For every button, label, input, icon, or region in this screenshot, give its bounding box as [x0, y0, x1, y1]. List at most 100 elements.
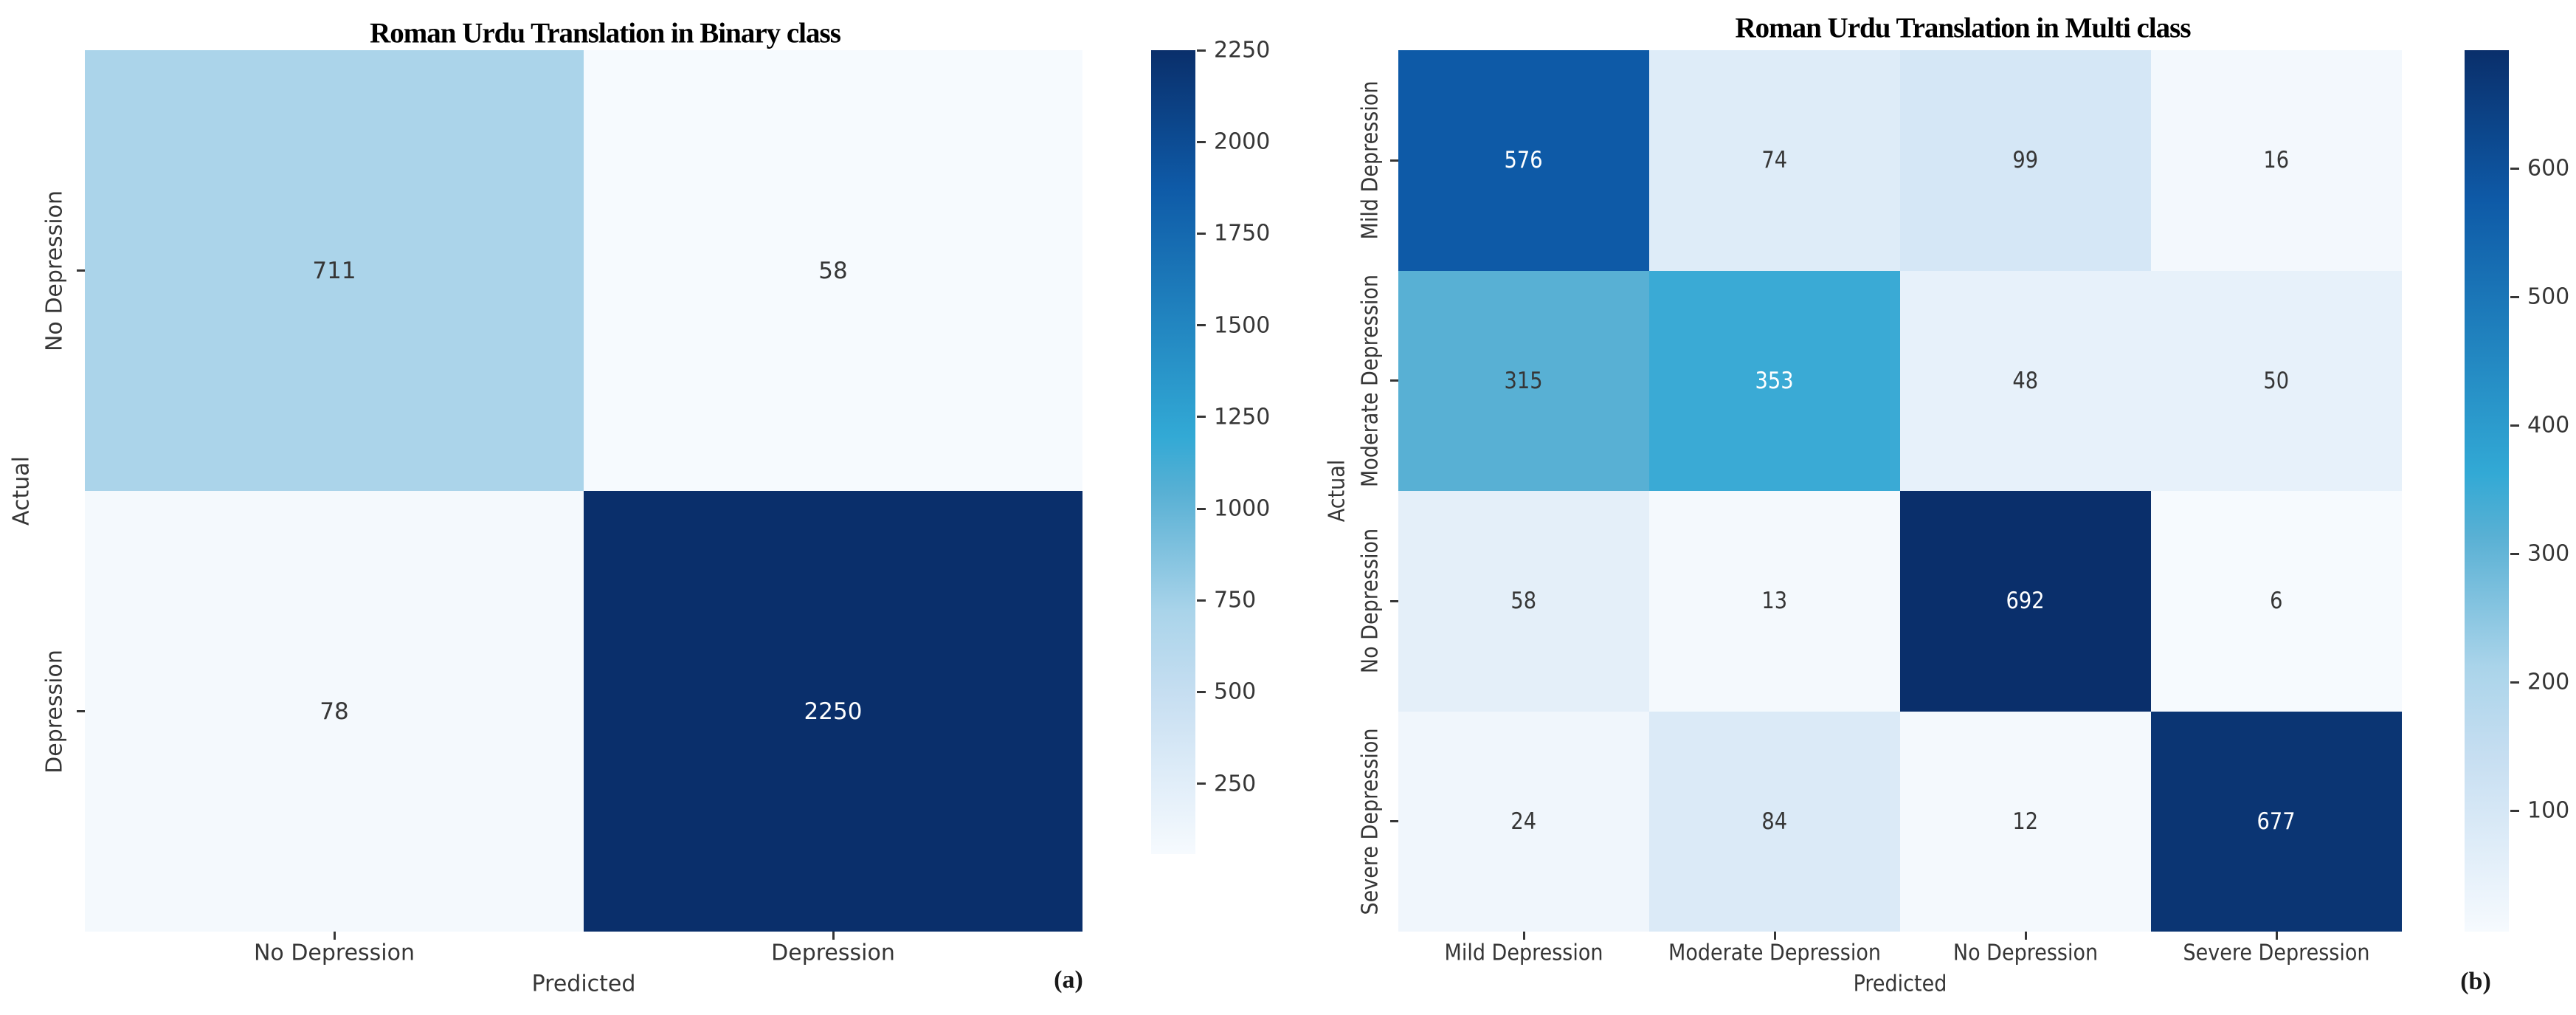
colorbar-tick-label: 2250 [1214, 37, 1271, 63]
cell-value: 48 [2012, 367, 2039, 394]
colorbar-tick-mark [2510, 167, 2519, 170]
colorbar-tick-mark [1197, 324, 1206, 327]
heatmap-cell: 576 [1398, 50, 1649, 271]
colorbar-tick-mark [2510, 681, 2519, 684]
colorbar-tick-mark [1197, 416, 1206, 419]
y-tick-mark [1390, 820, 1398, 823]
x-tick-label: Mild Depression [1444, 940, 1603, 966]
colorbar-tick-mark [2510, 424, 2519, 427]
heatmap-cell: 13 [1649, 491, 1900, 712]
y-tick-mark [1390, 159, 1398, 162]
y-tick-label: No Depression [1357, 529, 1384, 674]
cell-value: 692 [2006, 588, 2045, 615]
cell-value: 13 [1761, 588, 1788, 615]
colorbar-tick-label: 200 [2527, 669, 2570, 695]
heatmap-cell: 6 [2151, 491, 2402, 712]
heatmap-cell: 2250 [584, 491, 1082, 932]
heatmap-cell: 353 [1649, 270, 1900, 491]
colorbar-tick-mark [2510, 295, 2519, 298]
cell-value: 16 [2263, 147, 2290, 174]
heatmap-cell: 78 [85, 491, 584, 932]
x-tick-label: No Depression [253, 940, 415, 966]
cell-value: 84 [1761, 808, 1788, 835]
cell-value: 576 [1504, 147, 1544, 174]
cell-value: 99 [2012, 147, 2039, 174]
binary-chart-title: Roman Urdu Translation in Binary class [370, 17, 841, 49]
colorbar-tick-label: 250 [1214, 771, 1257, 797]
binary-colorbar [1151, 50, 1195, 854]
colorbar-tick-label: 300 [2527, 540, 2570, 567]
cell-value: 6 [2270, 588, 2283, 615]
colorbar-tick-label: 750 [1214, 587, 1257, 613]
colorbar-tick-label: 600 [2527, 155, 2570, 182]
heatmap-cell: 84 [1649, 711, 1900, 932]
cell-value: 74 [1761, 147, 1788, 174]
colorbar-tick-label: 100 [2527, 797, 2570, 824]
cell-value: 677 [2256, 808, 2296, 835]
cell-value: 50 [2263, 367, 2290, 394]
x-tick-mark [1773, 932, 1776, 940]
colorbar-tick-mark [2510, 552, 2519, 555]
x-tick-label: Moderate Depression [1668, 940, 1881, 966]
x-tick-mark [333, 932, 336, 940]
heatmap-cell: 48 [1900, 270, 2151, 491]
panel-b-label: (b) [2460, 968, 2491, 995]
panel-a-label: (a) [1054, 966, 1083, 994]
colorbar-tick-mark [1197, 782, 1206, 785]
colorbar-tick-label: 500 [1214, 678, 1257, 705]
x-tick-mark [2024, 932, 2027, 940]
y-tick-label: Moderate Depression [1357, 274, 1384, 487]
cell-value: 58 [818, 257, 848, 284]
y-tick-label: Severe Depression [1357, 728, 1384, 915]
heatmap-cell: 58 [1398, 491, 1649, 712]
colorbar-tick-mark [1197, 232, 1206, 235]
cell-value: 315 [1504, 367, 1544, 394]
heatmap-cell: 16 [2151, 50, 2402, 271]
y-tick-label: Depression [41, 649, 68, 774]
heatmap-cell: 315 [1398, 270, 1649, 491]
x-tick-mark [832, 932, 835, 940]
colorbar-tick-mark [1197, 507, 1206, 510]
x-tick-label: Depression [771, 940, 895, 966]
y-tick-label: No Depression [41, 190, 68, 351]
heatmap-cell: 24 [1398, 711, 1649, 932]
colorbar-tick-mark [1197, 599, 1206, 602]
heatmap-cell: 74 [1649, 50, 1900, 271]
cell-value: 353 [1755, 367, 1795, 394]
multi-x-axis-label: Predicted [1853, 971, 1947, 997]
colorbar-tick-label: 1500 [1214, 312, 1271, 339]
cell-value: 58 [1510, 588, 1537, 615]
binary-y-axis-label: Actual [8, 456, 35, 526]
heatmap-cell: 677 [2151, 711, 2402, 932]
heatmap-cell: 58 [584, 50, 1082, 491]
multi-y-axis-label: Actual [1324, 459, 1350, 523]
binary-x-axis-label: Predicted [531, 971, 636, 997]
colorbar-tick-label: 1000 [1214, 495, 1271, 522]
y-tick-label: Mild Depression [1357, 80, 1384, 240]
colorbar-tick-mark [1197, 49, 1206, 52]
cell-value: 711 [312, 257, 356, 284]
cell-value: 12 [2012, 808, 2039, 835]
multi-colorbar [2465, 50, 2509, 932]
multi-heatmap: 576 74 99 16 315 353 48 50 58 13 692 6 24 84 12 677 [1398, 50, 2402, 932]
cell-value: 24 [1510, 808, 1537, 835]
colorbar-tick-label: 2000 [1214, 128, 1271, 155]
heatmap-cell: 99 [1900, 50, 2151, 271]
binary-heatmap: 711 58 78 2250 [85, 50, 1082, 932]
colorbar-tick-mark [2510, 809, 2519, 812]
colorbar-tick-mark [1197, 140, 1206, 143]
x-tick-mark [1522, 932, 1525, 940]
x-tick-label: Severe Depression [2183, 940, 2370, 966]
colorbar-tick-label: 400 [2527, 412, 2570, 438]
x-tick-label: No Depression [1952, 940, 2099, 966]
colorbar-tick-mark [1197, 690, 1206, 693]
y-tick-mark [77, 710, 85, 712]
y-tick-mark [1390, 599, 1398, 602]
colorbar-tick-label: 1750 [1214, 220, 1271, 247]
heatmap-cell: 12 [1900, 711, 2151, 932]
y-tick-mark [1390, 379, 1398, 382]
multi-chart-title: Roman Urdu Translation in Multi class [1735, 12, 2191, 44]
cell-value: 78 [320, 698, 349, 725]
heatmap-cell: 692 [1900, 491, 2151, 712]
